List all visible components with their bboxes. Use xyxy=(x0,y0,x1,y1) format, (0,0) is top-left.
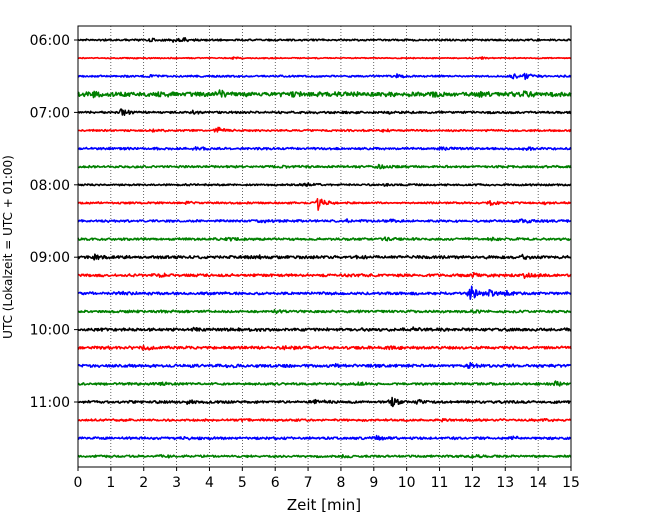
trace-1015 xyxy=(77,344,572,351)
y-tick-label-0800: 08:00 xyxy=(30,178,70,194)
x-axis-label: Zeit [min] xyxy=(287,496,361,514)
x-tick-label-4: 4 xyxy=(205,475,214,491)
x-tick-label-15: 15 xyxy=(562,475,580,491)
trace-1130 xyxy=(77,434,572,441)
trace-0815 xyxy=(77,198,572,211)
trace-0745 xyxy=(77,163,572,170)
x-axis-ticks: 0 1 2 3 4 5 6 7 8 9 10 11 12 13 14 15 xyxy=(74,467,580,491)
x-tick-label-13: 13 xyxy=(496,475,514,491)
trace-0630 xyxy=(77,72,572,81)
trace-0800 xyxy=(77,182,572,188)
x-tick-label-9: 9 xyxy=(369,475,378,491)
x-tick-label-7: 7 xyxy=(304,475,313,491)
x-tick-label-2: 2 xyxy=(139,475,148,491)
trace-0645 xyxy=(77,89,572,99)
trace-1045 xyxy=(77,380,572,387)
trace-0600 xyxy=(77,36,572,43)
y-axis-label: UTC (Lokalzeit = UTC + 01:00) xyxy=(1,155,15,339)
trace-0945 xyxy=(77,308,572,315)
trace-1100 xyxy=(77,396,572,408)
y-tick-label-0900: 09:00 xyxy=(30,250,70,266)
x-tick-label-14: 14 xyxy=(529,475,547,491)
x-tick-label-12: 12 xyxy=(463,475,481,491)
trace-0900 xyxy=(77,253,572,261)
trace-1030 xyxy=(77,361,572,370)
x-tick-label-3: 3 xyxy=(172,475,181,491)
trace-layer xyxy=(77,36,572,459)
trace-0915 xyxy=(77,271,572,279)
trace-0730 xyxy=(77,146,572,151)
trace-1115 xyxy=(77,417,572,423)
trace-1000 xyxy=(77,326,572,332)
trace-0930 xyxy=(77,285,572,300)
y-axis-ticks: 06:00 07:00 08:00 09:00 10:00 11:00 xyxy=(30,33,78,411)
y-tick-label-1100: 11:00 xyxy=(30,395,70,411)
x-tick-label-8: 8 xyxy=(336,475,345,491)
x-tick-label-6: 6 xyxy=(271,475,280,491)
y-tick-label-0700: 07:00 xyxy=(30,105,70,121)
trace-0715 xyxy=(77,126,572,133)
trace-0845 xyxy=(77,236,572,242)
trace-1145 xyxy=(77,453,572,459)
y-tick-label-1000: 10:00 xyxy=(30,323,70,339)
x-tick-label-0: 0 xyxy=(74,475,83,491)
x-tick-label-5: 5 xyxy=(238,475,247,491)
plot-frame xyxy=(77,25,572,468)
x-tick-label-1: 1 xyxy=(106,475,115,491)
y-tick-label-0600: 06:00 xyxy=(30,33,70,49)
x-tick-label-10: 10 xyxy=(398,475,416,491)
x-tick-label-11: 11 xyxy=(431,475,449,491)
trace-0830 xyxy=(77,218,572,224)
trace-0700 xyxy=(77,108,572,116)
trace-0615 xyxy=(77,56,572,60)
